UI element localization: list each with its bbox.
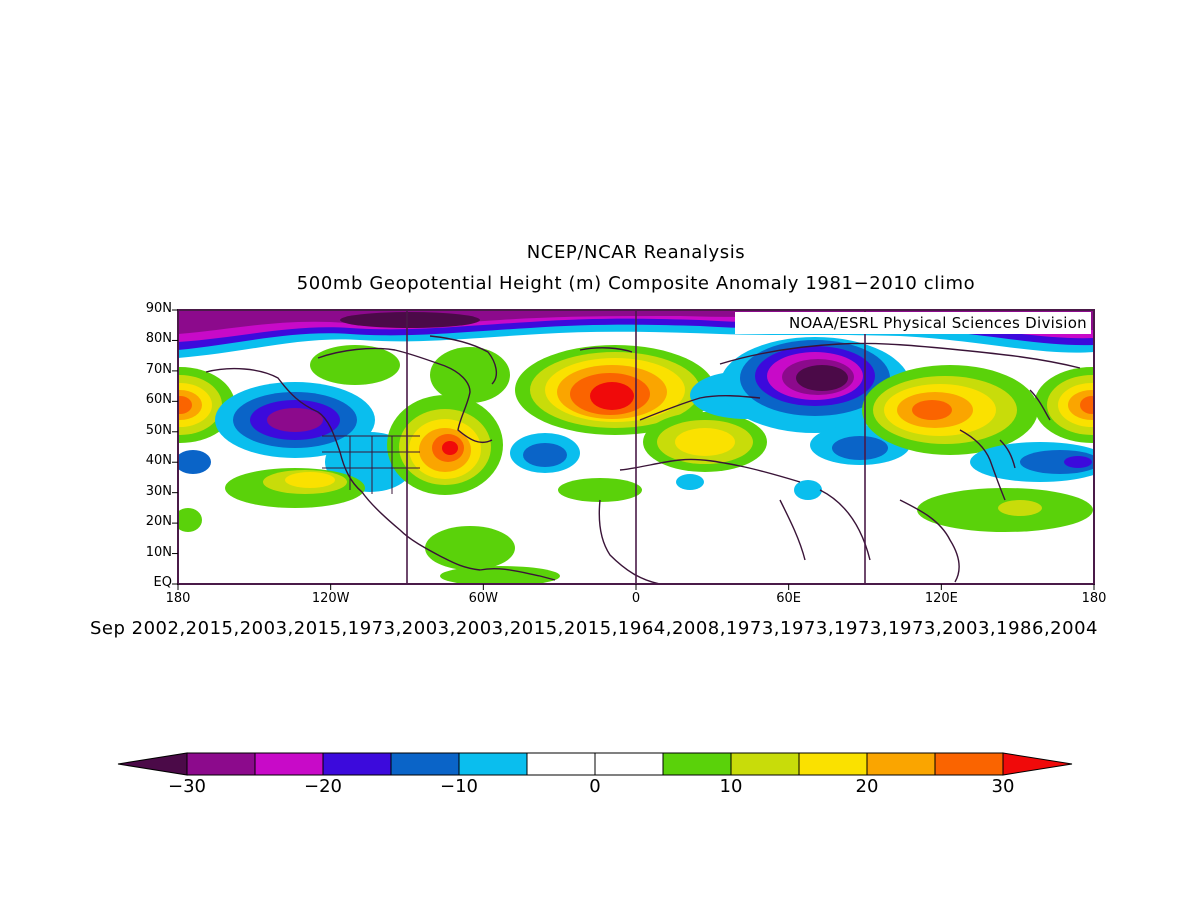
meridian-lines — [406, 310, 866, 584]
colorbar-box — [254, 752, 324, 776]
colorbar-label: 20 — [855, 776, 879, 797]
lon-label: 120E — [924, 591, 958, 606]
colorbar-label: 10 — [719, 776, 743, 797]
kara-sea-low — [720, 337, 910, 433]
lat-label: 60N — [145, 392, 172, 408]
lon-label: 180 — [1081, 591, 1107, 606]
japan-low — [970, 442, 1094, 482]
lat-label: 80N — [145, 331, 172, 347]
coastlines — [205, 335, 1081, 584]
lat-label: 90N — [145, 301, 172, 316]
lon-label: 120W — [311, 591, 350, 606]
colorbar-boxes — [117, 752, 1073, 776]
colorbar-label: −10 — [440, 776, 478, 797]
colorbar-box — [730, 752, 800, 776]
lat-label: 50N — [145, 422, 172, 438]
colorbar-box — [866, 752, 936, 776]
colorbar-label: 0 — [589, 776, 601, 797]
colorbar-box — [390, 752, 460, 776]
lon-label: 60W — [468, 591, 499, 606]
plot-title: NCEP/NCAR Reanalysis — [526, 242, 746, 263]
lat-label: 40N — [145, 453, 172, 469]
east-atlantic-high — [515, 345, 715, 435]
lat-label: EQ — [153, 575, 172, 590]
eastern-north-america-high — [387, 395, 503, 495]
lon-label: 0 — [631, 591, 641, 606]
composite-years-label: Sep 2002,2015,2003,2015,1973,2003,2003,2… — [90, 618, 1098, 639]
colorbar-box — [458, 752, 528, 776]
europe-high — [643, 412, 767, 490]
canada-high — [310, 345, 510, 403]
colorbar-label: −20 — [304, 776, 342, 797]
subtropical-pacific-high — [917, 488, 1093, 532]
colorbar-box — [526, 752, 596, 776]
colorbar-box — [322, 752, 392, 776]
credit-label: NOAA/ESRL Physical Sciences Division — [735, 312, 1091, 334]
colorbar-box — [662, 752, 732, 776]
colorbar-box — [798, 752, 868, 776]
tropical-atlantic-high — [425, 526, 560, 584]
lat-label: 20N — [145, 514, 172, 530]
axis-ticks — [172, 309, 1095, 590]
colorbar-label: 30 — [991, 776, 1015, 797]
northeast-pacific-high — [178, 468, 365, 532]
colorbar-box — [594, 752, 664, 776]
east-asia-high — [862, 365, 1038, 455]
aleutian-high — [178, 367, 1094, 443]
plot-subtitle: 500mb Geopotential Height (m) Composite … — [296, 273, 976, 294]
subtropical-atlantic-high — [558, 478, 642, 502]
colorbar-box — [934, 752, 1004, 776]
colorbar-arrow-high — [1002, 752, 1073, 776]
us-state-lines — [322, 435, 420, 494]
lat-label: 10N — [145, 544, 172, 560]
north-atlantic-low — [510, 433, 580, 473]
colorbar-arrow-low — [117, 752, 188, 776]
lon-label: 60E — [776, 591, 802, 606]
lat-label: 70N — [145, 361, 172, 377]
colorbar-label: −30 — [168, 776, 206, 797]
lon-label: 180 — [165, 591, 191, 606]
lat-label: 30N — [145, 483, 172, 499]
colorbar-box — [186, 752, 256, 776]
